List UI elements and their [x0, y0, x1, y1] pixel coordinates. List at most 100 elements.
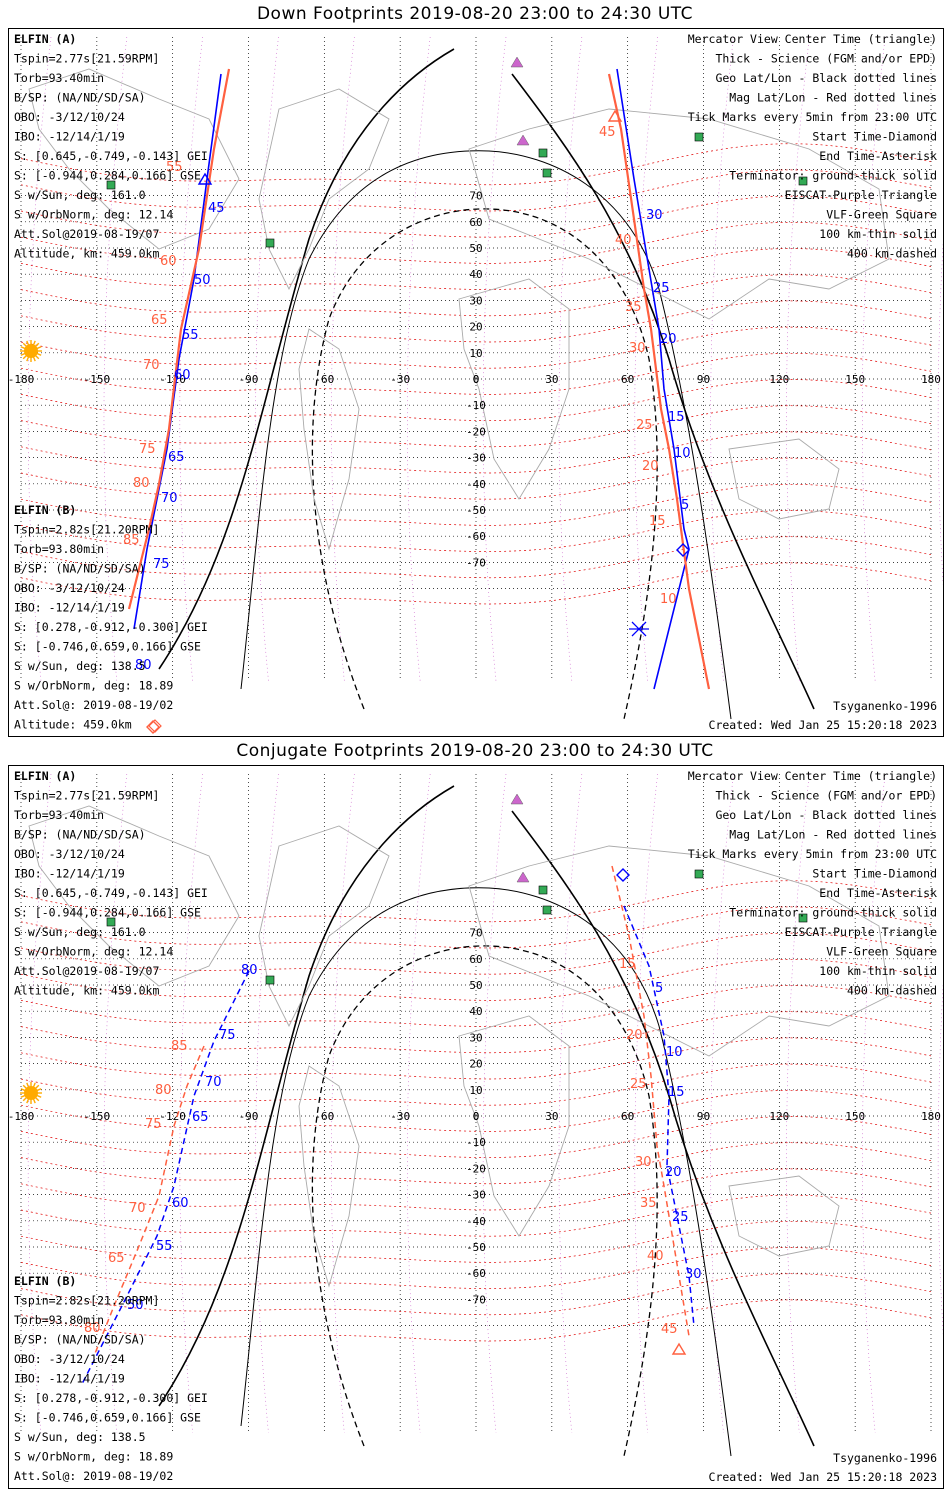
terminator-ground-left [158, 785, 455, 1407]
continent-outline [458, 1015, 570, 1237]
legend-line: Geo Lat/Lon - Black dotted lines [715, 808, 937, 822]
vlf-square [265, 975, 275, 985]
legend-line: Terminator: ground-thick solid [729, 906, 937, 920]
continent-outline [298, 1065, 360, 1288]
elfin-b-info-line: Torb=93.80min [14, 542, 104, 556]
start-diamond [676, 543, 690, 557]
eiscat-triangle [516, 871, 530, 883]
elfin-b-time-tick: 25 [636, 418, 653, 433]
elfin-b-time-tick: 85 [171, 1039, 188, 1054]
elfin-a-label: ELFIN (A) [14, 769, 76, 783]
mag-lon-line [179, 36, 203, 682]
lat-tick-label: 40 [469, 268, 482, 281]
elfin-a-time-tick: 20 [665, 1165, 682, 1180]
elfin-b-time-tick: 60 [160, 254, 177, 269]
lon-tick-label: 30 [545, 1110, 558, 1123]
lon-tick-label: -60 [314, 373, 334, 386]
elfin-b-info-line: IBO: -12/14/1/19 [14, 601, 125, 615]
mag-lon-line [407, 773, 431, 1434]
elfin-b-info-line: B/SP: (NA/ND/SD/SA) [14, 1333, 146, 1347]
mag-lat-line [20, 300, 932, 343]
model-label: Tsyganenko-1996 [833, 1451, 937, 1465]
elfin-b-time-tick: 45 [599, 125, 616, 140]
elfin-a-time-tick: 55 [156, 1239, 173, 1254]
mag-lon-line [710, 773, 734, 1434]
lat-tick-label: 30 [469, 1031, 482, 1044]
elfin-b-info-line: S w/OrbNorm, deg: 18.89 [14, 679, 173, 693]
elfin-b-info-line: S: [-0.746,0.659,0.166] GSE [14, 640, 201, 654]
mag-lat-line [20, 195, 932, 238]
vlf-square [694, 869, 704, 879]
legend-line: Geo Lat/Lon - Black dotted lines [715, 71, 937, 85]
lat-tick-label: 20 [469, 1058, 482, 1071]
vlf-square [694, 132, 704, 142]
elfin-a-info-line: S w/OrbNorm, deg: 12.14 [14, 945, 173, 959]
legend-line: Tick Marks every 5min from 23:00 UTC [688, 847, 937, 861]
elfin-a-time-tick: 5 [681, 498, 689, 513]
map-panel-conjugate: -180 -150 -120 -90 -60 -30 0 30 60 90 120 150 180 70 6… [8, 765, 944, 1489]
center-time-triangle [671, 1342, 687, 1355]
mag-lon-line [27, 36, 52, 682]
vlf-square [542, 905, 552, 915]
lat-tick-label: -70 [466, 556, 486, 569]
elfin-b-time-tick: 40 [615, 233, 632, 248]
elfin-b-time-tick: 80 [133, 476, 150, 491]
lon-tick-label: -150 [84, 1110, 111, 1123]
vlf-square [538, 885, 548, 895]
elfin-b-time-tick: 65 [151, 313, 168, 328]
lat-tick-label: 0 [473, 1110, 480, 1123]
mag-lon-line [862, 36, 886, 682]
elfin-a-time-tick: 55 [182, 328, 199, 343]
terminator-100km [240, 150, 732, 720]
legend-line: EISCAT-Purple Triangle [785, 925, 937, 939]
elfin-a-info-line: OBO: -3/12/10/24 [14, 110, 125, 124]
lon-tick-label: 60 [621, 1110, 634, 1123]
elfin-a-time-tick: 10 [666, 1045, 683, 1060]
elfin-a-time-tick: 30 [685, 1267, 702, 1282]
footprint-map-conjugate: -180 -150 -120 -90 -60 -30 0 30 60 90 120 150 180 70 6… [9, 769, 943, 1484]
elfin-a-info-line: Tspin=2.77s[21.59RPM] [14, 789, 159, 803]
lon-tick-label: 0 [473, 1110, 480, 1123]
vlf-square [798, 913, 808, 923]
elfin-a-time-tick: 30 [646, 208, 663, 223]
lat-tick-label: -40 [466, 478, 486, 491]
lon-tick-label: 90 [697, 373, 710, 386]
elfin-a-time-tick: 50 [127, 1298, 144, 1313]
elfin-b-info-line: Tspin=2.82s[21.20RPM] [14, 523, 159, 537]
legend-line: VLF-Green Square [826, 208, 937, 222]
mag-lat-line [20, 221, 932, 264]
elfin-a-info-line: Altitude, km: 459.0km [14, 984, 159, 998]
mag-lon-line [27, 773, 52, 1434]
lon-tick-label: 0 [473, 373, 480, 386]
continent-outline [28, 805, 240, 987]
elfin-a-time-tick: 60 [172, 1196, 189, 1211]
created-label: Created: Wed Jan 25 15:20:18 2023 [709, 1470, 938, 1484]
elfin-a-time-tick: 65 [192, 1110, 209, 1125]
lat-tick-label: -30 [466, 1189, 486, 1202]
legend-line: 400 km-dashed [847, 984, 937, 998]
mag-lon-line [255, 773, 279, 1434]
elfin-a-time-tick: 20 [660, 332, 677, 347]
mag-lat-line [20, 906, 932, 949]
mag-lat-line [20, 880, 932, 923]
elfin-a-info-line: S: [0.645,-0.749,-0.143] GEI [14, 149, 208, 163]
mag-lat-line [20, 1168, 932, 1211]
lat-tick-label: 30 [469, 294, 482, 307]
continent-outline [458, 278, 570, 500]
mag-lon-line [558, 773, 583, 1434]
mag-lat-line [20, 379, 932, 421]
lon-tick-label: -120 [159, 1110, 186, 1123]
elfin-b-label: ELFIN (B) [14, 1274, 76, 1288]
continent-outline [298, 328, 360, 551]
lat-tick-label: -20 [466, 425, 486, 438]
mag-lon-line [103, 773, 128, 1434]
lon-tick-label: -90 [239, 1110, 259, 1123]
elfin-b-info-line: S: [0.278,-0.912,-0.300] GEI [14, 620, 208, 634]
mag-lon-line [482, 36, 507, 682]
terminator-400km [311, 945, 658, 1457]
elfin-b-info-line: S w/Sun, deg: 138.5 [14, 659, 146, 673]
mag-lat-line [20, 985, 932, 1027]
vlf-square [106, 180, 116, 190]
mag-lon-line [634, 773, 658, 1434]
lat-tick-label: 50 [469, 979, 482, 992]
